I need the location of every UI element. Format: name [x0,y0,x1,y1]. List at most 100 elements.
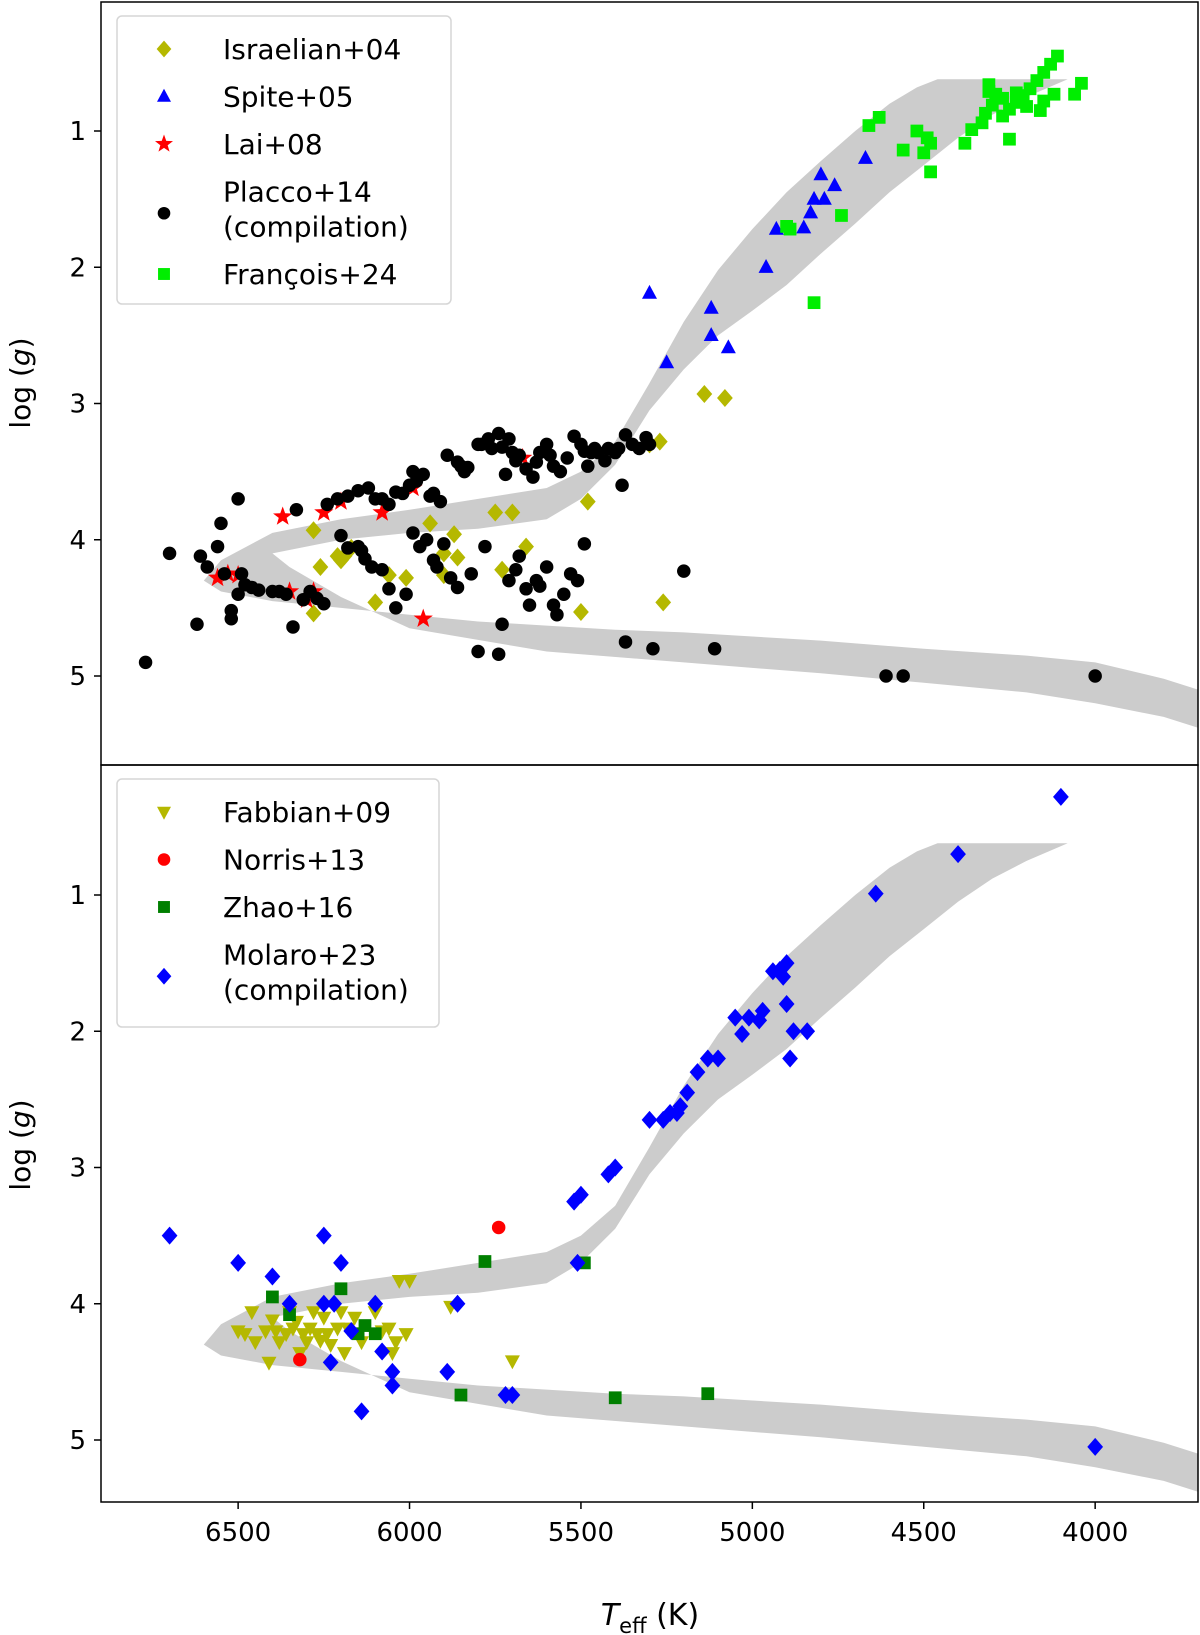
y-tick-label: 4 [69,526,86,556]
top-panel: 1 2 3 4 5 log (g) Israelian+04 Spite+05 Lai+08… [4,1,1199,766]
data-point-norris-13 [491,1220,506,1235]
data-point-placco-14 [341,541,355,555]
data-point-fran-ois-24 [910,124,924,138]
x-tick-label: 5000 [719,1518,785,1548]
data-point-placco-14 [519,582,533,596]
data-point-israelian-04 [329,547,346,566]
data-point-spite-05 [803,204,819,219]
data-point-spite-05 [796,219,812,234]
data-point-israelian-04 [696,384,713,403]
legend-label: François+24 [223,258,397,291]
data-point-molaro-23 [374,1342,390,1361]
data-point-placco-14 [642,437,657,452]
data-point-fran-ois-24 [924,165,937,179]
data-point-israelian-04 [504,503,521,522]
x-axis-ticks: 6500 6000 5500 5000 4500 4000 [205,1502,1128,1548]
data-point-placco-14 [317,597,331,611]
data-point-lai-08 [314,502,334,521]
data-point-fran-ois-24 [896,143,910,157]
legend-label: (compilation) [223,211,409,244]
y-tick-label: 4 [69,1290,86,1320]
data-point-placco-14 [416,467,430,482]
data-point-molaro-23 [281,1294,298,1313]
data-point-placco-14 [365,560,379,574]
data-point-fabbian-09 [391,1274,407,1289]
data-point-placco-14 [509,562,523,577]
data-point-fabbian-09 [398,1328,414,1342]
data-point-zhao-16 [701,1387,715,1401]
data-point-placco-14 [461,460,475,475]
y-tick-label: 5 [69,1426,86,1456]
legend: Fabbian+09 Norris+13 Zhao+16 Molaro+23(comp… [116,778,440,1028]
data-point-placco-14 [289,503,304,517]
data-point-molaro-23 [322,1353,339,1372]
x-tick-label: 4500 [891,1518,957,1548]
data-point-zhao-16 [368,1327,382,1341]
data-point-placco-14 [550,607,564,622]
data-point-placco-14 [471,644,485,659]
data-point-zhao-16 [283,1308,296,1322]
y-tick-label: 2 [69,253,86,283]
data-point-fabbian-09 [347,1311,363,1326]
legend-label: Molaro+23 [223,939,376,972]
data-point-zhao-16 [454,1388,468,1402]
data-point-molaro-23 [641,1110,658,1129]
data-point-zhao-16 [608,1391,622,1405]
data-point-fabbian-09 [388,1336,404,1351]
data-point-molaro-23 [741,1008,757,1027]
data-point-placco-14 [491,426,506,441]
data-point-fabbian-09 [306,1306,322,1321]
data-point-spite-05 [703,327,719,341]
data-point-israelian-04 [494,560,510,579]
y-tick-label: 1 [69,881,86,911]
data-point-molaro-23 [384,1362,401,1381]
legend-marker-fabbian-09 [157,806,171,820]
data-point-placco-14 [450,580,465,595]
data-point-norris-13 [293,1352,307,1367]
data-point-molaro-23 [799,1022,816,1041]
data-point-placco-14 [618,428,633,442]
data-point-israelian-04 [579,492,596,511]
data-point-placco-14 [193,549,208,563]
bottom-axes-frame [100,764,1199,1503]
data-point-placco-14 [138,655,153,670]
data-point-placco-14 [502,432,516,446]
data-point-zhao-16 [478,1255,492,1268]
data-point-placco-14 [495,617,509,631]
data-point-fran-ois-24 [862,119,876,132]
data-point-israelian-04 [305,521,322,540]
y-tick-label: 3 [69,1154,86,1184]
data-point-fabbian-09 [319,1328,335,1342]
data-point-israelian-04 [398,568,414,587]
data-point-fran-ois-24 [783,222,797,236]
data-point-molaro-23 [655,1110,672,1129]
data-point-placco-14 [491,647,506,661]
data-point-molaro-23 [727,1008,744,1027]
data-point-molaro-23 [778,995,795,1013]
legend-label: Fabbian+09 [223,796,391,829]
data-point-placco-14 [382,497,396,512]
legend-box [116,778,440,1028]
data-point-molaro-23 [566,1192,582,1211]
data-point-fabbian-09 [336,1347,352,1362]
data-point-israelian-04 [487,503,504,522]
data-point-fabbian-09 [381,1322,397,1337]
data-point-fabbian-09 [247,1336,263,1351]
data-point-israelian-04 [422,514,438,533]
data-point-fran-ois-24 [1075,76,1088,90]
data-point-israelian-04 [367,593,384,612]
data-point-fabbian-09 [367,1306,383,1321]
data-point-placco-14 [512,448,526,463]
data-point-israelian-04 [717,389,733,408]
data-point-fabbian-09 [295,1328,311,1342]
data-point-molaro-23 [950,845,966,864]
data-point-molaro-23 [569,1253,586,1272]
data-point-placco-14 [419,533,434,547]
legend-marker-fran-ois-24 [158,268,170,280]
data-point-molaro-23 [326,1294,342,1313]
data-point-molaro-23 [689,1063,706,1082]
data-point-fabbian-09 [264,1314,280,1329]
legend-label: Israelian+04 [223,33,401,66]
data-point-placco-14 [522,598,537,612]
